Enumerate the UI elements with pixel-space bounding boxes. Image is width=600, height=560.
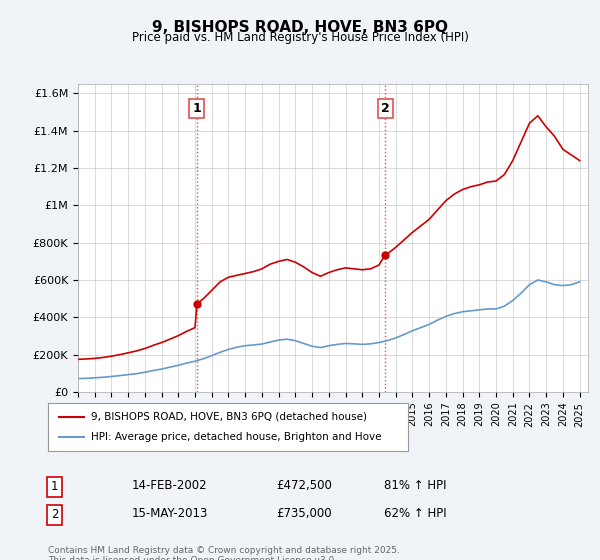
Text: 2: 2 — [51, 508, 59, 521]
Text: 9, BISHOPS ROAD, HOVE, BN3 6PQ (detached house): 9, BISHOPS ROAD, HOVE, BN3 6PQ (detached… — [91, 412, 367, 422]
Text: £735,000: £735,000 — [276, 507, 332, 520]
Text: 81% ↑ HPI: 81% ↑ HPI — [384, 479, 446, 492]
Text: 1: 1 — [193, 102, 201, 115]
Text: 9, BISHOPS ROAD, HOVE, BN3 6PQ: 9, BISHOPS ROAD, HOVE, BN3 6PQ — [152, 20, 448, 35]
Text: 1: 1 — [51, 480, 59, 493]
Text: 2: 2 — [381, 102, 389, 115]
Text: Price paid vs. HM Land Registry's House Price Index (HPI): Price paid vs. HM Land Registry's House … — [131, 31, 469, 44]
Text: 14-FEB-2002: 14-FEB-2002 — [132, 479, 208, 492]
Text: HPI: Average price, detached house, Brighton and Hove: HPI: Average price, detached house, Brig… — [91, 432, 382, 442]
Text: £472,500: £472,500 — [276, 479, 332, 492]
Text: 62% ↑ HPI: 62% ↑ HPI — [384, 507, 446, 520]
Text: 15-MAY-2013: 15-MAY-2013 — [132, 507, 208, 520]
Text: 1: 1 — [48, 479, 55, 492]
Text: 2: 2 — [48, 507, 55, 520]
Text: Contains HM Land Registry data © Crown copyright and database right 2025.
This d: Contains HM Land Registry data © Crown c… — [48, 546, 400, 560]
